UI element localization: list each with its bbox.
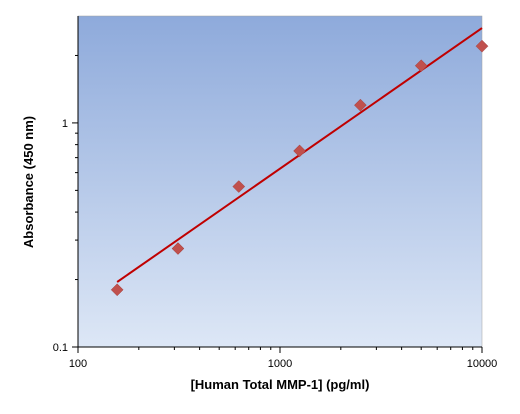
data-point-diamond [354, 98, 367, 112]
data-point-diamond [475, 39, 489, 53]
x-tick-label: 100 [69, 358, 87, 370]
data-point-diamond [293, 144, 306, 158]
y-tick-label: 0.1 [53, 342, 68, 354]
data-point-diamond [171, 242, 185, 255]
axes [72, 16, 483, 353]
plot-area [77, 15, 483, 348]
data-point-diamond [110, 283, 124, 297]
tick-labels: 100 1000 10000 0.1 1 [53, 118, 498, 370]
data-point-diamond [232, 180, 246, 193]
x-axis-title: [Human Total MMP-1] (pg/ml) [191, 377, 370, 392]
y-tick-label: 1 [62, 118, 68, 130]
data-points [110, 39, 489, 297]
x-tick-label: 1000 [268, 358, 292, 370]
y-axis-title: Absorbance (450 nm) [21, 116, 36, 248]
data-point-diamond [414, 59, 428, 73]
x-tick-label: 10000 [467, 358, 498, 370]
